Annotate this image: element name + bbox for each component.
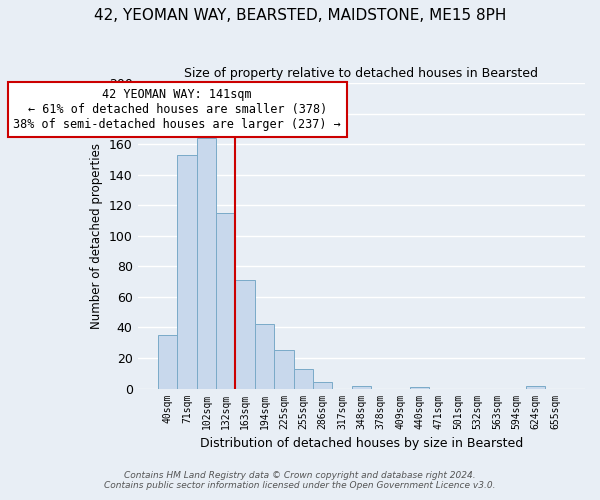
Bar: [235, 280, 255, 388]
Bar: [352, 386, 371, 388]
Bar: [293, 368, 313, 388]
Bar: [197, 138, 216, 388]
Text: 42 YEOMAN WAY: 141sqm
← 61% of detached houses are smaller (378)
38% of semi-det: 42 YEOMAN WAY: 141sqm ← 61% of detached …: [13, 88, 341, 130]
Bar: [255, 324, 274, 388]
Bar: [313, 382, 332, 388]
Title: Size of property relative to detached houses in Bearsted: Size of property relative to detached ho…: [184, 68, 538, 80]
Text: 42, YEOMAN WAY, BEARSTED, MAIDSTONE, ME15 8PH: 42, YEOMAN WAY, BEARSTED, MAIDSTONE, ME1…: [94, 8, 506, 22]
Bar: [526, 386, 545, 388]
Bar: [410, 387, 429, 388]
Bar: [178, 155, 197, 388]
Bar: [216, 213, 235, 388]
Bar: [158, 335, 178, 388]
X-axis label: Distribution of detached houses by size in Bearsted: Distribution of detached houses by size …: [200, 437, 523, 450]
Text: Contains HM Land Registry data © Crown copyright and database right 2024.
Contai: Contains HM Land Registry data © Crown c…: [104, 470, 496, 490]
Y-axis label: Number of detached properties: Number of detached properties: [91, 143, 103, 329]
Bar: [274, 350, 293, 389]
